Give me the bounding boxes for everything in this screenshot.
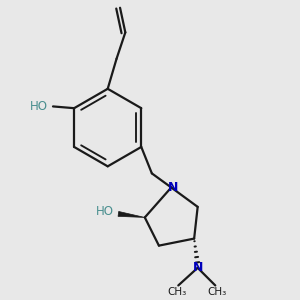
Text: CH₃: CH₃ — [207, 287, 227, 297]
Text: HO: HO — [96, 205, 114, 218]
Text: N: N — [168, 181, 178, 194]
Text: N: N — [193, 261, 203, 274]
Text: HO: HO — [30, 100, 48, 113]
Text: CH₃: CH₃ — [167, 287, 186, 297]
Polygon shape — [118, 212, 145, 218]
